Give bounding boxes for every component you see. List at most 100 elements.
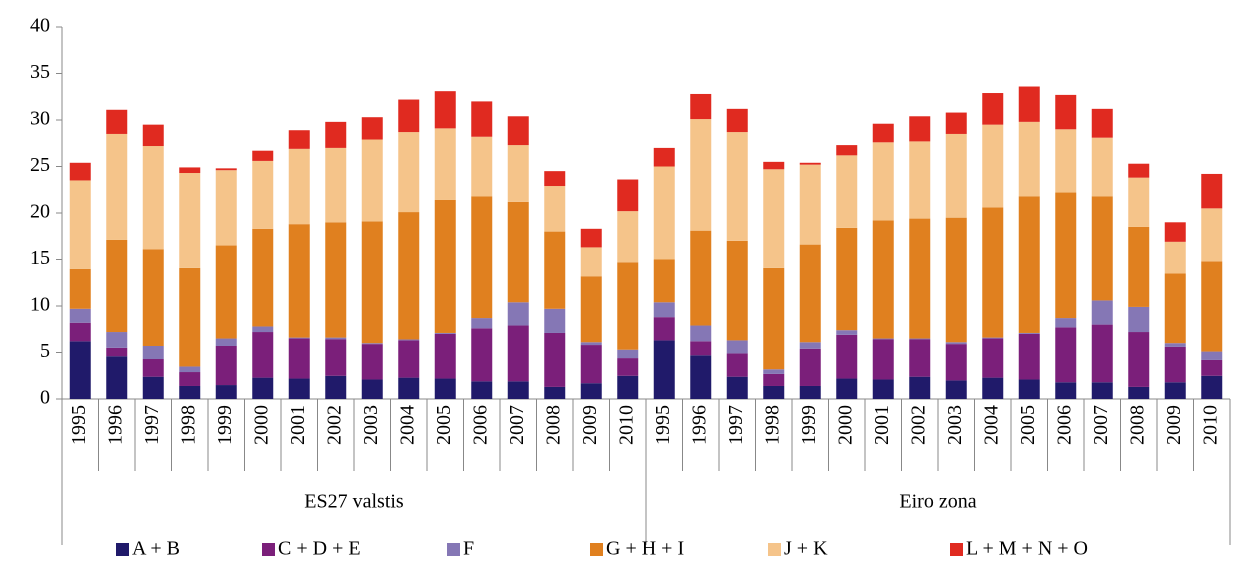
bar-segment bbox=[909, 339, 931, 377]
x-tick-label: 1997 bbox=[725, 405, 747, 445]
bar-segment bbox=[1164, 343, 1186, 347]
bar-segment bbox=[215, 245, 237, 339]
y-tick-label: 20 bbox=[30, 201, 50, 223]
bar-segment bbox=[179, 173, 201, 268]
bar-segment bbox=[507, 201, 529, 303]
bar-segment bbox=[836, 155, 858, 228]
bar-segment bbox=[361, 344, 383, 380]
bar-segment bbox=[580, 342, 602, 346]
bar-segment bbox=[106, 356, 128, 399]
bar-segment bbox=[252, 326, 274, 333]
x-tick-label: 2000 bbox=[250, 405, 272, 445]
legend-swatch bbox=[447, 543, 460, 556]
bar-segment bbox=[1128, 226, 1150, 307]
bar-segment bbox=[361, 117, 383, 140]
bar-segment bbox=[142, 359, 164, 377]
bar-segment bbox=[252, 377, 274, 399]
x-tick-label: 1998 bbox=[761, 405, 783, 445]
bar-segment bbox=[1201, 208, 1223, 262]
bar-segment bbox=[215, 345, 237, 386]
bar-segment bbox=[799, 385, 821, 399]
bar-segment bbox=[1164, 382, 1186, 399]
bar-segment bbox=[1055, 327, 1077, 383]
bar-segment bbox=[69, 162, 91, 181]
bar-segment bbox=[836, 334, 858, 379]
bar-segment bbox=[1018, 333, 1040, 380]
x-tick-label: 2003 bbox=[944, 405, 966, 445]
bar-segment bbox=[690, 230, 712, 326]
bar-segment bbox=[507, 302, 529, 326]
bar-segment bbox=[872, 123, 894, 143]
x-tick-label: 2004 bbox=[980, 405, 1002, 445]
x-tick-label: 2002 bbox=[323, 405, 345, 445]
bar-segment bbox=[945, 344, 967, 381]
bar-segment bbox=[982, 93, 1004, 125]
bar-segment bbox=[434, 91, 456, 129]
bar-segment bbox=[288, 148, 310, 225]
bar-segment bbox=[471, 101, 493, 137]
bar-segment bbox=[544, 308, 566, 333]
bar-segment bbox=[471, 328, 493, 382]
x-tick-label: 2006 bbox=[1053, 405, 1075, 445]
bar-segment bbox=[617, 375, 639, 399]
x-tick-label: 2007 bbox=[1090, 405, 1112, 445]
bar-segment bbox=[617, 262, 639, 350]
bar-segment bbox=[799, 164, 821, 245]
bar-segment bbox=[1164, 222, 1186, 242]
bar-segment bbox=[1091, 137, 1113, 197]
bar-segment bbox=[1091, 324, 1113, 383]
bar-segment bbox=[398, 99, 420, 133]
legend-label: A + B bbox=[132, 538, 180, 560]
x-tick-label: 1999 bbox=[214, 405, 236, 445]
bar-segment bbox=[69, 341, 91, 399]
bar-segment bbox=[215, 338, 237, 346]
bar-segment bbox=[507, 325, 529, 382]
y-tick-label: 5 bbox=[40, 340, 50, 362]
bar-segment bbox=[69, 180, 91, 269]
bar-segment bbox=[726, 353, 748, 377]
bar-segment bbox=[1201, 359, 1223, 376]
x-tick-label: 1995 bbox=[652, 405, 674, 445]
bar-segment bbox=[69, 268, 91, 309]
x-tick-label: 2001 bbox=[287, 405, 309, 445]
bar-segment bbox=[1164, 273, 1186, 344]
x-tick-label: 1998 bbox=[177, 405, 199, 445]
bar-segment bbox=[544, 186, 566, 232]
bar-segment bbox=[288, 378, 310, 399]
x-tick-label: 2003 bbox=[360, 405, 382, 445]
bar-segment bbox=[215, 385, 237, 399]
x-tick-label: 2000 bbox=[834, 405, 856, 445]
bar-segment bbox=[982, 338, 1004, 378]
bar-segment bbox=[726, 376, 748, 399]
bar-segment bbox=[215, 168, 237, 171]
bar-segment bbox=[763, 369, 785, 374]
x-tick-label: 1999 bbox=[798, 405, 820, 445]
bar-segment bbox=[325, 222, 347, 338]
bar-segment bbox=[1201, 375, 1223, 399]
bar-segment bbox=[653, 166, 675, 260]
x-tick-label: 2007 bbox=[506, 405, 528, 445]
bar-segment bbox=[69, 322, 91, 342]
bar-segment bbox=[909, 116, 931, 142]
legend-swatch bbox=[768, 543, 781, 556]
bar-segment bbox=[1055, 318, 1077, 328]
y-tick-label: 0 bbox=[40, 387, 50, 409]
bar-segment bbox=[361, 139, 383, 222]
bar-segment bbox=[580, 228, 602, 248]
bar-segment bbox=[1018, 121, 1040, 197]
bar-segment bbox=[1018, 379, 1040, 399]
bar-segment bbox=[507, 381, 529, 399]
bar-segment bbox=[653, 340, 675, 399]
bar-segment bbox=[945, 112, 967, 134]
bar-segment bbox=[872, 379, 894, 399]
bar-segment bbox=[690, 355, 712, 399]
bar-segment bbox=[580, 383, 602, 399]
bar-segment bbox=[945, 380, 967, 399]
bar-segment bbox=[1018, 86, 1040, 122]
legend-swatch bbox=[262, 543, 275, 556]
bar-segment bbox=[434, 333, 456, 379]
bar-segment bbox=[726, 240, 748, 341]
x-tick-label: 1997 bbox=[141, 405, 163, 445]
bar-segment bbox=[1128, 386, 1150, 399]
bar-segment bbox=[799, 342, 821, 349]
